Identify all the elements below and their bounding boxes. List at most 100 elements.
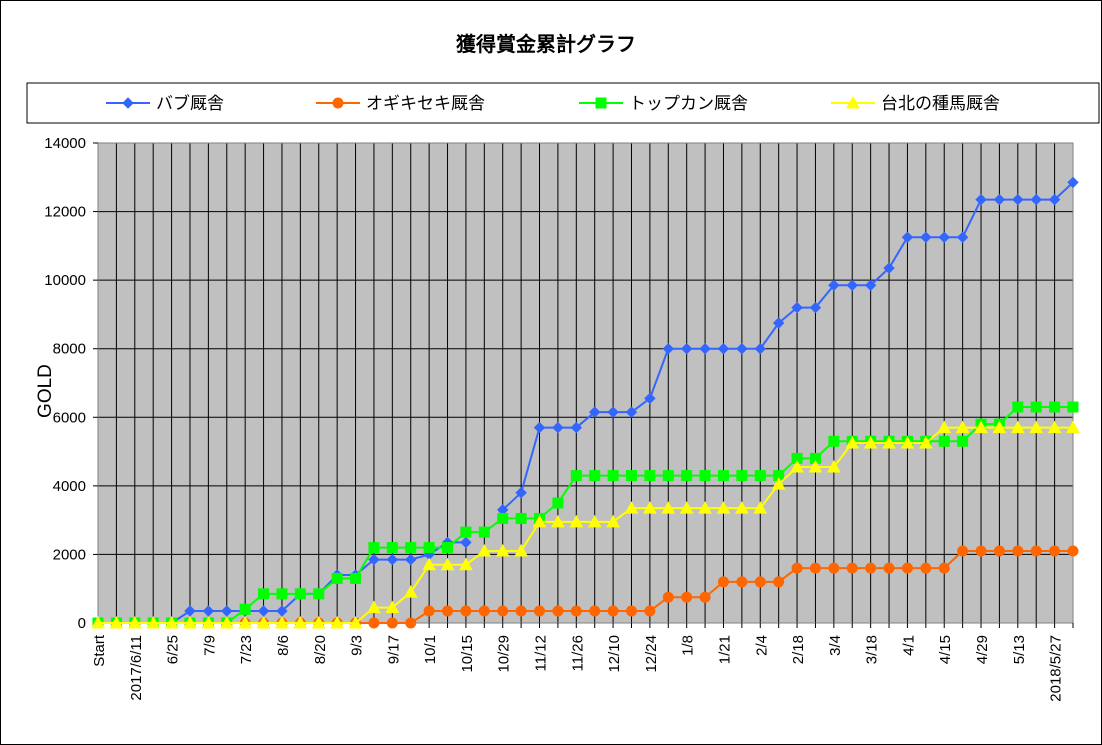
series-4-point <box>422 557 436 571</box>
series-3-point <box>478 526 490 538</box>
series-4-point <box>937 420 952 434</box>
x-tick-label: 7/23 <box>238 635 255 664</box>
series-3-point <box>938 435 950 447</box>
x-tick-label: 11/26 <box>569 635 586 671</box>
y-tick-label: 10000 <box>44 272 86 289</box>
x-tick-label: 11/12 <box>533 635 550 671</box>
series-3-point <box>717 470 729 482</box>
series-4-point <box>790 459 804 473</box>
y-tick-label: 2000 <box>53 546 86 563</box>
series-4-point <box>330 615 344 629</box>
series-3-point <box>828 435 840 447</box>
legend-label-3: トップカン厩舎 <box>629 94 748 114</box>
series-3-point <box>258 588 270 600</box>
series-4-point <box>514 543 528 557</box>
series-2-point <box>368 617 380 629</box>
legend: バブ厩舎 オギキセキ厩舎 トップカン厩舎 台北の種馬厩舎 <box>106 93 1000 114</box>
series-4-point <box>91 615 105 629</box>
y-tick-label: 14000 <box>44 135 86 152</box>
series-4-point <box>532 514 547 528</box>
series-2-point <box>534 605 546 617</box>
series-1-point <box>1030 193 1042 206</box>
plot-area <box>98 143 1073 623</box>
x-tick-label: 3/18 <box>864 635 881 664</box>
series-4-point <box>238 615 253 629</box>
series-1-point <box>956 231 969 243</box>
series-2-point <box>1030 545 1042 557</box>
series-2-point <box>442 605 454 617</box>
series-2-point <box>662 591 674 603</box>
x-tick-label: 10/29 <box>496 635 513 673</box>
legend-label-4: 台北の種馬厩舎 <box>881 94 1000 114</box>
series-4-point <box>201 615 216 629</box>
series-3-point <box>607 470 619 482</box>
series-4-point <box>587 514 602 528</box>
series-4-point <box>569 514 584 528</box>
series-3-point <box>405 542 417 554</box>
series-4-point <box>643 501 657 514</box>
series-2-point <box>736 576 748 588</box>
x-tick-label: 9/17 <box>385 635 402 664</box>
series-3-point <box>1012 401 1024 413</box>
series-1-point <box>772 317 785 329</box>
series-3-point <box>386 542 398 554</box>
series-2-point <box>607 605 619 617</box>
series-4-point <box>146 615 161 629</box>
legend-marker-1 <box>122 97 134 109</box>
series-4-point <box>1010 420 1025 434</box>
x-tick-label: 8/6 <box>275 635 292 656</box>
x-tick-label: 4/29 <box>974 635 991 664</box>
series-4-point <box>845 435 860 449</box>
series-4-point <box>716 501 731 514</box>
series-1-point <box>717 343 730 355</box>
series-3-point <box>644 470 656 482</box>
series-4-point <box>164 615 179 629</box>
series-2-point <box>699 591 711 603</box>
series-4-point <box>551 514 565 528</box>
series-2-point <box>901 562 913 574</box>
series-2-point <box>423 605 435 617</box>
y-tick-label: 8000 <box>53 341 86 358</box>
series-3-point <box>662 470 674 482</box>
x-tick-label: 7/9 <box>201 635 218 656</box>
series-1-point <box>883 262 895 274</box>
series-4-point <box>918 435 933 449</box>
series-2-point <box>1012 545 1024 557</box>
series-4-point <box>403 585 418 598</box>
series-1-point <box>1048 193 1061 206</box>
series-3-point <box>276 588 288 600</box>
series-2-point <box>386 617 398 629</box>
series-1-point <box>1067 176 1079 189</box>
y-tick-label: 0 <box>78 615 86 632</box>
series-4-point <box>606 514 620 528</box>
series-2-point <box>920 562 932 574</box>
y-tick-label: 4000 <box>53 478 86 495</box>
x-tick-label: 2017/6/11 <box>128 635 145 701</box>
series-3-point <box>442 542 454 554</box>
series-4-point <box>293 615 308 629</box>
series-2-point <box>1049 545 1061 557</box>
series-4-point <box>459 557 473 571</box>
series-3-point <box>957 435 969 447</box>
series-3-point <box>570 470 582 482</box>
series-3-point <box>754 470 766 482</box>
series-4-point <box>882 435 896 449</box>
series-3-point <box>460 526 472 538</box>
series-2-point <box>644 605 656 617</box>
x-tick-label: 8/20 <box>312 635 329 664</box>
series-1-point <box>1012 193 1024 206</box>
x-tick-label: 3/4 <box>827 635 844 656</box>
x-tick-label: Start <box>91 634 108 667</box>
series-2-point <box>717 576 729 588</box>
series-1-point <box>570 421 583 434</box>
x-tick-label: 4/15 <box>937 635 954 664</box>
series-2-point <box>828 562 840 574</box>
series-3-point <box>239 603 251 615</box>
series-4-point <box>808 459 823 473</box>
series-4-point <box>624 501 639 514</box>
series-4-point <box>698 501 712 514</box>
series-1-point <box>938 231 950 243</box>
series-4-point <box>661 501 676 514</box>
series-3-point <box>1067 401 1079 413</box>
